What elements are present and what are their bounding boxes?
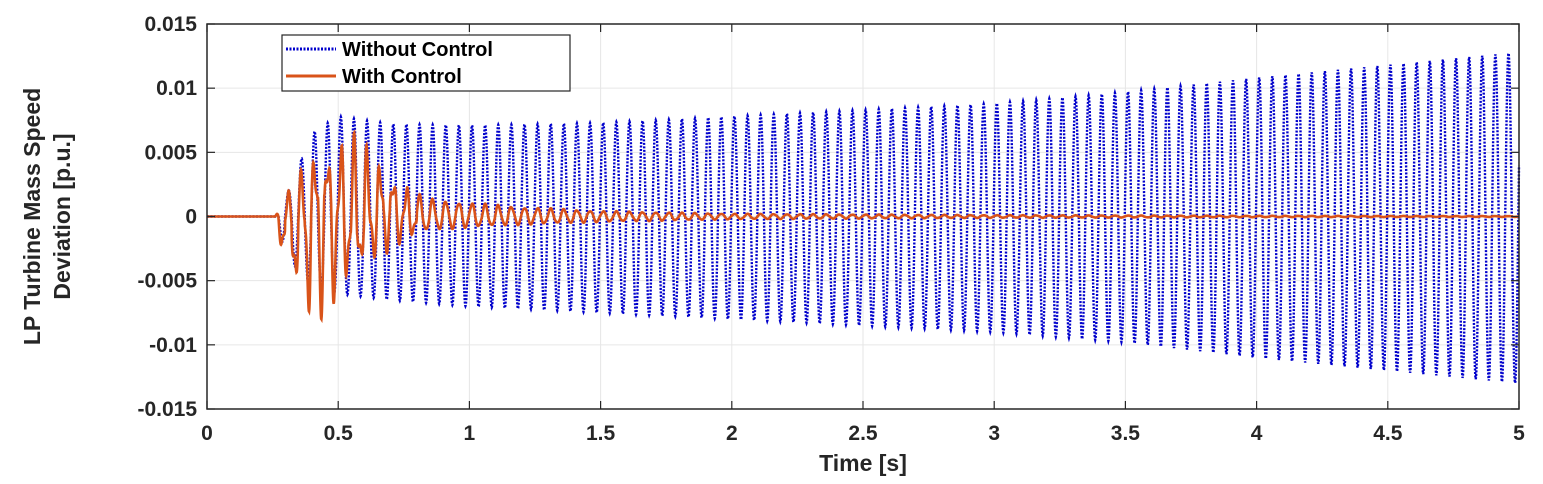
legend-label-with-control: With Control xyxy=(342,66,462,88)
y-tick-label: 0.005 xyxy=(144,141,197,164)
y-axis-label-line-2: Deviation [p.u.] xyxy=(49,133,75,299)
y-tick-label: 0.015 xyxy=(144,13,197,36)
x-tick-label: 3 xyxy=(988,422,1000,445)
x-tick-label: 5 xyxy=(1513,422,1525,445)
x-tick-label: 4.5 xyxy=(1373,422,1403,445)
x-tick-label: 4 xyxy=(1251,422,1263,445)
y-tick-label: 0.01 xyxy=(156,77,197,100)
y-tick-label: -0.015 xyxy=(137,398,197,421)
x-tick-label: 1.5 xyxy=(586,422,616,445)
x-tick-label: 1 xyxy=(464,422,476,445)
plot-series xyxy=(207,53,1521,384)
x-tick-label: 2 xyxy=(726,422,738,445)
series-line-with-control xyxy=(207,129,1520,324)
x-tick-label: 2.5 xyxy=(848,422,878,445)
axis-ticks: 0 0.5 1 1.5 2 2.5 3 3.5 4 4.5 5 -0.015 -0.01 -0.005 0 0… xyxy=(137,13,1525,445)
y-tick-label: -0.01 xyxy=(149,334,197,357)
x-tick-label: 0 xyxy=(201,422,213,445)
y-tick-label: 0 xyxy=(185,206,197,229)
legend: Without Control With Control xyxy=(281,34,571,92)
series-line-without-control xyxy=(207,53,1521,384)
x-tick-label: 0.5 xyxy=(324,422,354,445)
y-axis-label-line-1: LP Turbine Mass Speed xyxy=(19,88,45,345)
legend-box xyxy=(281,34,571,92)
legend-label-without-control: Without Control xyxy=(342,39,493,61)
x-tick-label: 3.5 xyxy=(1111,422,1141,445)
x-axis-label: Time [s] xyxy=(819,450,907,476)
y-tick-label: -0.005 xyxy=(137,270,197,293)
